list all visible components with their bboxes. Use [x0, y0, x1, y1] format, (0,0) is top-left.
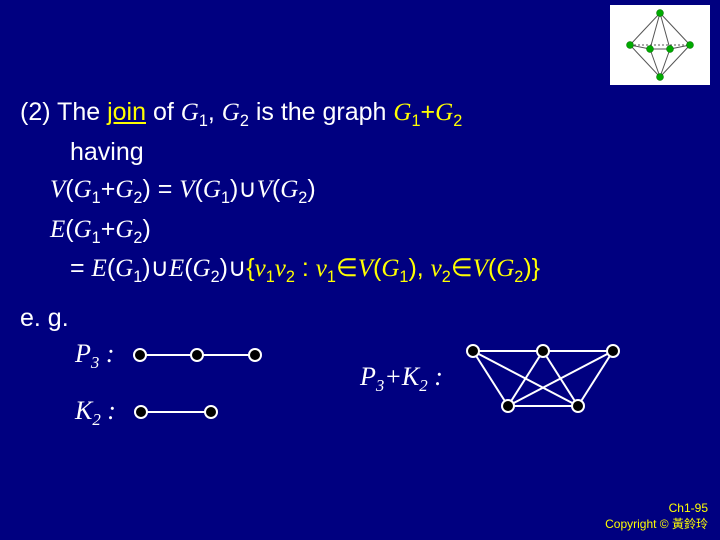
s: 1 [92, 229, 101, 247]
s: 1 [221, 189, 230, 207]
p: ( [195, 175, 203, 203]
text: , [208, 98, 222, 126]
eg-label-row: e. g. [20, 301, 700, 336]
copyright: Copyright © 黃鈴玲 [605, 515, 708, 532]
eg-text: e. g. [20, 301, 69, 336]
G2y: G [435, 99, 453, 126]
V: V [358, 255, 373, 282]
p: ) [142, 175, 150, 203]
p3k2-graph [453, 336, 633, 421]
text: (2) The [20, 98, 107, 126]
c: , [417, 254, 431, 282]
k2-graph [126, 397, 236, 427]
p: ( [107, 254, 115, 282]
v: v [316, 255, 327, 282]
page-number: Ch1-95 [605, 501, 708, 515]
def-V-line: V(G1+G2) = V(G1)∪V(G2) [20, 172, 700, 210]
p3-label: P3 : [75, 336, 115, 375]
join-word: join [107, 98, 146, 126]
p3k2-label: P3+K2 : [360, 359, 443, 398]
sub: 1 [411, 112, 420, 130]
s: 2 [298, 189, 307, 207]
u: ∪ [228, 254, 246, 282]
plus: + [421, 98, 436, 126]
text: of [146, 98, 181, 126]
G1y: G [393, 99, 411, 126]
G2: G [115, 176, 133, 203]
p: ( [488, 254, 496, 282]
p: ) [142, 254, 150, 282]
p3-graph [125, 340, 275, 370]
b: } [532, 254, 540, 282]
G1: G [74, 216, 92, 243]
p3-row: P3 : [20, 336, 360, 375]
p: ) [220, 254, 228, 282]
v: v [255, 255, 266, 282]
def-E-line: E(G1+G2) [20, 212, 700, 250]
p: + [101, 215, 116, 243]
s: 2 [286, 268, 295, 286]
sub: 2 [453, 112, 462, 130]
p: + [101, 175, 116, 203]
p: ( [65, 175, 73, 203]
sub: 1 [199, 112, 208, 130]
V: V [473, 255, 488, 282]
G2: G [193, 255, 211, 282]
v: v [275, 255, 286, 282]
text: having [70, 138, 144, 166]
G1: G [115, 255, 133, 282]
in: ∈ [336, 254, 358, 282]
def-line1: (2) The join of G1, G2 is the graph G1+G… [20, 95, 700, 133]
p: ) [408, 254, 416, 282]
b: { [246, 254, 254, 282]
p: ) [523, 254, 531, 282]
footer: Ch1-95 Copyright © 黃鈴玲 [605, 501, 708, 532]
p: ( [184, 254, 192, 282]
G1: G [74, 176, 92, 203]
E: E [50, 216, 65, 243]
corner-graphic [610, 5, 710, 85]
V: V [257, 176, 272, 203]
G2: G [280, 176, 298, 203]
G1: G [203, 176, 221, 203]
E: E [92, 255, 107, 282]
c: : [295, 254, 316, 282]
p: ( [65, 215, 73, 243]
k2-label: K2 : [75, 393, 116, 432]
V: V [50, 176, 65, 203]
s: 2 [514, 268, 523, 286]
text: is the graph [249, 98, 394, 126]
sub: 2 [240, 112, 249, 130]
eq: = [70, 254, 92, 282]
s: 1 [266, 268, 275, 286]
v: v [431, 255, 442, 282]
G2: G [496, 255, 514, 282]
G2: G [222, 99, 240, 126]
def-line2: having [20, 135, 700, 170]
V: V [179, 176, 194, 203]
p: ) [142, 215, 150, 243]
s: 1 [92, 189, 101, 207]
s: 2 [442, 268, 451, 286]
u: ∪ [238, 175, 256, 203]
eq: = [151, 175, 180, 203]
u: ∪ [151, 254, 169, 282]
s: 1 [327, 268, 336, 286]
k2-row: K2 : [20, 393, 360, 432]
G2: G [115, 216, 133, 243]
def-E-expand: = E(G1)∪E(G2)∪{v1v2 : v1∈V(G1), v2∈V(G2)… [20, 251, 700, 289]
G1: G [181, 99, 199, 126]
p: ( [272, 175, 280, 203]
G1: G [381, 255, 399, 282]
p: ) [307, 175, 315, 203]
in: ∈ [451, 254, 473, 282]
s: 2 [211, 268, 220, 286]
E: E [169, 255, 184, 282]
s: 1 [133, 268, 142, 286]
